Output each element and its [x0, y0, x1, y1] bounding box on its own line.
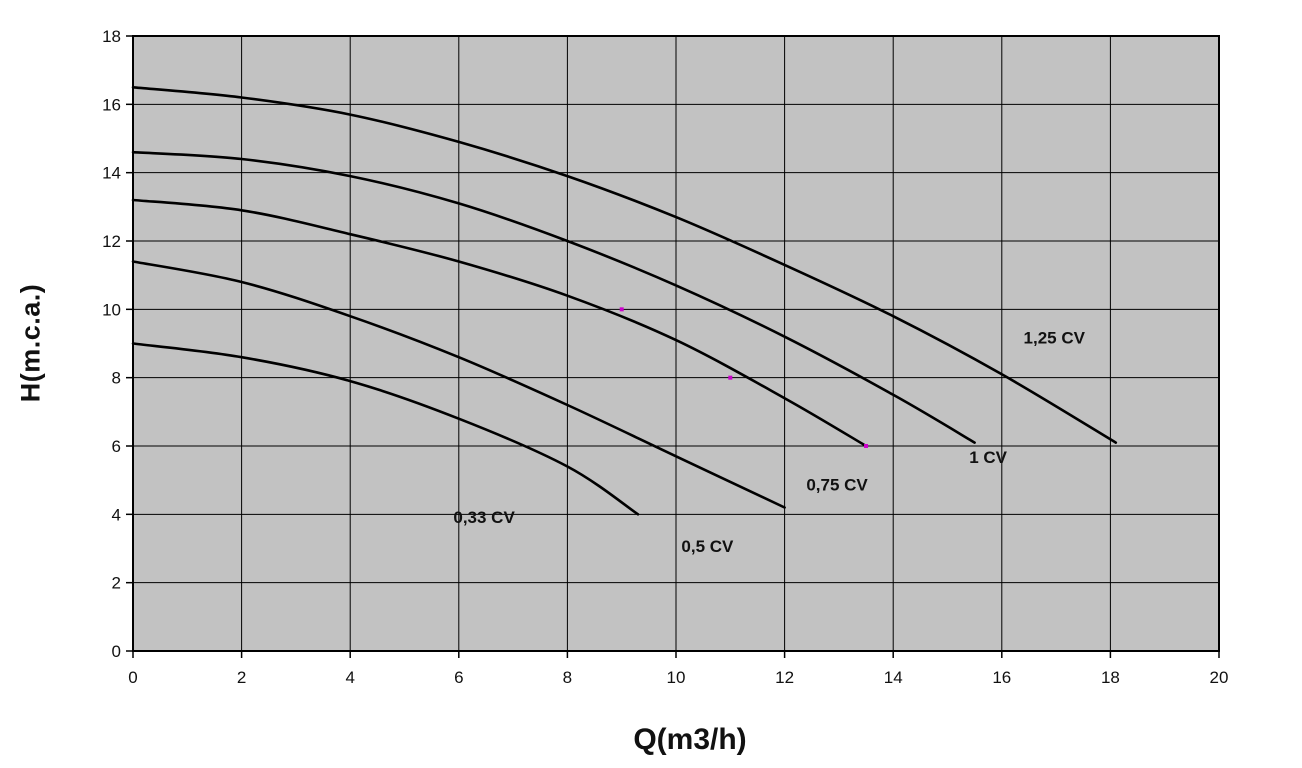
y-tick-label: 14 [102, 164, 121, 183]
pump-curve [131, 342, 640, 516]
pump-curve [131, 260, 786, 509]
y-tick-label: 4 [112, 505, 121, 524]
x-tick-label: 4 [345, 668, 354, 687]
x-tick-label: 14 [884, 668, 903, 687]
pump-curve [131, 86, 1118, 444]
x-tick-label: 10 [667, 668, 686, 687]
curve-label: 1,25 CV [1024, 329, 1086, 348]
y-tick-label: 8 [112, 369, 121, 388]
y-tick-label: 0 [112, 642, 121, 661]
x-tick-label: 0 [128, 668, 137, 687]
x-tick-label: 6 [454, 668, 463, 687]
curve-label: 0,5 CV [681, 537, 734, 556]
x-tick-label: 18 [1101, 668, 1120, 687]
y-tick-label: 12 [102, 232, 121, 251]
y-tick-label: 18 [102, 27, 121, 46]
curve-label: 1 CV [969, 448, 1007, 467]
x-tick-label: 20 [1210, 668, 1229, 687]
x-tick-label: 8 [563, 668, 572, 687]
data-point-marker [728, 375, 733, 380]
y-tick-label: 16 [102, 95, 121, 114]
pump-curve [131, 198, 868, 448]
y-tick-label: 10 [102, 300, 121, 319]
pump-curve [131, 150, 976, 444]
data-point-marker [864, 444, 869, 448]
x-tick-label: 12 [775, 668, 794, 687]
x-tick-label: 2 [237, 668, 246, 687]
y-tick-label: 6 [112, 437, 121, 456]
x-tick-label: 16 [992, 668, 1011, 687]
curve-label: 0,33 CV [453, 508, 515, 527]
y-tick-label: 2 [112, 574, 121, 593]
x-axis-title: Q(m3/h) [633, 723, 747, 756]
y-axis-title: H(m.c.a.) [15, 283, 46, 403]
data-point-marker [619, 307, 624, 312]
curve-label: 0,75 CV [806, 475, 868, 494]
